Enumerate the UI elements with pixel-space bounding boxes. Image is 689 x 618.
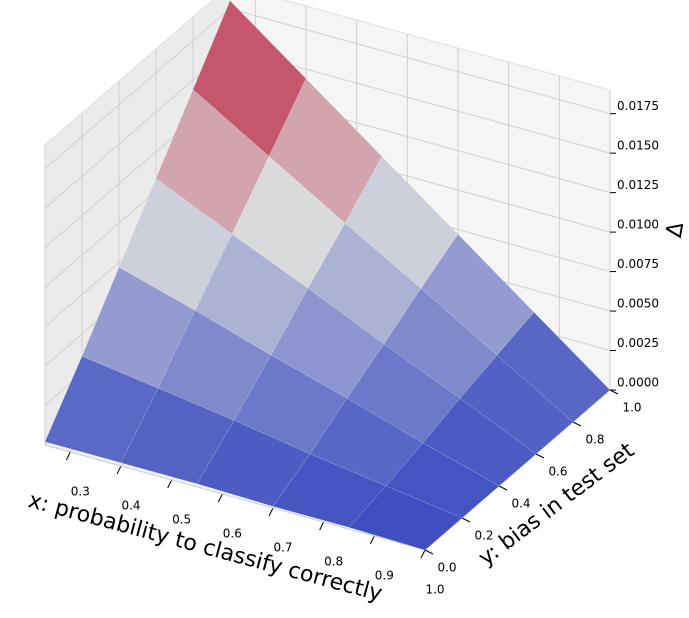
surface-patch <box>459 354 574 455</box>
tick-mark <box>319 521 325 531</box>
grid-line <box>229 8 611 115</box>
x-tick-label: 0.8 <box>324 555 343 569</box>
tick-mark <box>609 389 619 395</box>
x-tick-label: 0.4 <box>121 499 140 513</box>
grid-line <box>44 8 231 170</box>
x-tick-label: 0.7 <box>273 541 292 555</box>
y-tick-label: 0.2 <box>474 529 493 543</box>
tick-mark <box>424 549 434 555</box>
x-tick-label: 0.6 <box>223 527 242 541</box>
tick-mark <box>420 549 426 559</box>
tick-mark <box>461 517 471 523</box>
x-tick-label: 1.0 <box>425 583 444 597</box>
surface-patch <box>348 485 463 551</box>
tick-mark <box>498 485 508 491</box>
tick-mark <box>572 421 582 427</box>
y-tick-label: 1.0 <box>622 401 641 415</box>
tick-mark <box>369 535 375 545</box>
z-tick-label: 0.0175 <box>617 99 659 113</box>
z-tick-label: 0.0025 <box>617 336 659 350</box>
surface-patch <box>385 442 500 519</box>
tick-mark <box>268 507 274 517</box>
x-tick-label: 0.9 <box>375 569 394 583</box>
z-tick-label: 0.0075 <box>617 257 659 271</box>
tick-mark <box>217 493 223 503</box>
surface <box>44 0 611 551</box>
z-tick-label: 0.0125 <box>617 178 659 192</box>
z-tick-label: 0.0000 <box>617 376 659 390</box>
y-tick-label: 0.4 <box>511 497 530 511</box>
z-tick-label: 0.0100 <box>617 218 659 232</box>
tick-mark <box>167 479 173 489</box>
x-tick-label: 0.5 <box>172 513 191 527</box>
surface-patch <box>496 311 611 423</box>
z-axis-label: Δ <box>662 220 689 239</box>
y-tick-label: 0.0 <box>437 561 456 575</box>
x-tick-label: 0.3 <box>71 485 90 499</box>
tick-mark <box>535 453 545 459</box>
y-tick-label: 0.6 <box>548 465 567 479</box>
z-tick-label: 0.0050 <box>617 297 659 311</box>
tick-mark <box>116 465 122 475</box>
tick-mark <box>65 451 71 461</box>
z-tick-label: 0.0150 <box>617 139 659 153</box>
y-tick-label: 0.8 <box>585 433 604 447</box>
grid-line <box>44 444 426 551</box>
